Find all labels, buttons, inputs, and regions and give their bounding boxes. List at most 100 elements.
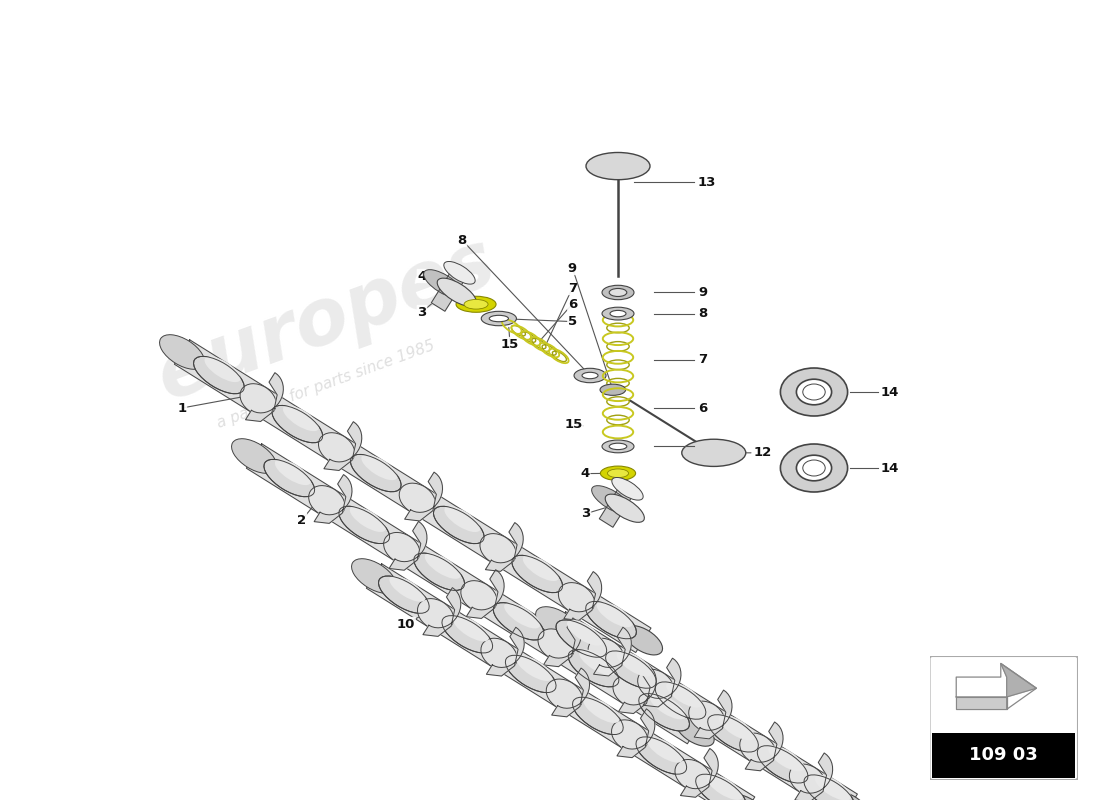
Ellipse shape xyxy=(656,682,706,719)
Ellipse shape xyxy=(588,638,624,670)
Bar xyxy=(933,733,1075,778)
Ellipse shape xyxy=(718,714,755,741)
Ellipse shape xyxy=(613,676,649,707)
Ellipse shape xyxy=(536,606,581,642)
Ellipse shape xyxy=(352,558,396,594)
Ellipse shape xyxy=(566,620,603,646)
Ellipse shape xyxy=(790,764,825,796)
Ellipse shape xyxy=(830,792,869,800)
Ellipse shape xyxy=(796,379,832,405)
Ellipse shape xyxy=(650,694,686,719)
Ellipse shape xyxy=(160,334,205,370)
Ellipse shape xyxy=(667,682,702,708)
Ellipse shape xyxy=(414,553,464,590)
Ellipse shape xyxy=(569,650,619,687)
Ellipse shape xyxy=(602,307,634,320)
Ellipse shape xyxy=(585,602,637,638)
Text: 14: 14 xyxy=(880,462,899,474)
Ellipse shape xyxy=(579,650,615,675)
Ellipse shape xyxy=(740,733,776,765)
Polygon shape xyxy=(617,709,654,758)
Text: 6: 6 xyxy=(698,402,707,414)
Ellipse shape xyxy=(815,774,851,800)
Ellipse shape xyxy=(283,406,319,431)
Text: 3: 3 xyxy=(417,306,427,318)
Text: 4: 4 xyxy=(417,270,427,282)
Ellipse shape xyxy=(547,679,582,710)
Ellipse shape xyxy=(361,454,397,480)
Ellipse shape xyxy=(512,555,562,593)
Polygon shape xyxy=(594,627,631,676)
Ellipse shape xyxy=(205,356,241,382)
Ellipse shape xyxy=(612,720,648,751)
Polygon shape xyxy=(245,373,284,422)
Polygon shape xyxy=(246,444,703,744)
Ellipse shape xyxy=(574,368,606,382)
Ellipse shape xyxy=(804,775,855,800)
Ellipse shape xyxy=(339,506,389,543)
Text: 7: 7 xyxy=(568,282,578,294)
Ellipse shape xyxy=(538,629,574,661)
Polygon shape xyxy=(745,722,783,770)
Ellipse shape xyxy=(601,466,636,481)
Ellipse shape xyxy=(607,469,628,478)
Text: europes: europes xyxy=(146,224,506,416)
Ellipse shape xyxy=(272,406,322,442)
Polygon shape xyxy=(315,474,352,523)
Polygon shape xyxy=(366,564,755,800)
Ellipse shape xyxy=(706,774,743,800)
Polygon shape xyxy=(485,522,524,571)
Ellipse shape xyxy=(609,289,627,297)
Ellipse shape xyxy=(456,296,496,312)
Ellipse shape xyxy=(351,454,402,492)
Ellipse shape xyxy=(493,602,543,640)
Text: 7: 7 xyxy=(698,354,707,366)
Polygon shape xyxy=(550,612,857,800)
Ellipse shape xyxy=(461,581,497,612)
Ellipse shape xyxy=(638,670,674,701)
Ellipse shape xyxy=(728,794,767,800)
Ellipse shape xyxy=(464,299,488,309)
Text: 11: 11 xyxy=(637,634,656,646)
Ellipse shape xyxy=(583,697,619,723)
Ellipse shape xyxy=(610,310,626,317)
Polygon shape xyxy=(552,668,590,717)
Text: 3: 3 xyxy=(582,507,591,520)
Ellipse shape xyxy=(490,315,508,322)
Ellipse shape xyxy=(442,616,493,653)
Text: 5: 5 xyxy=(698,440,707,453)
Ellipse shape xyxy=(437,278,476,306)
Ellipse shape xyxy=(689,701,725,733)
Ellipse shape xyxy=(275,459,311,485)
Polygon shape xyxy=(431,265,469,311)
Ellipse shape xyxy=(796,455,832,481)
Polygon shape xyxy=(694,690,732,739)
Text: 8: 8 xyxy=(458,234,466,246)
Text: 12: 12 xyxy=(754,446,772,459)
Ellipse shape xyxy=(350,506,386,532)
Text: a passion for parts since 1985: a passion for parts since 1985 xyxy=(214,338,437,430)
Polygon shape xyxy=(795,753,833,800)
Ellipse shape xyxy=(556,620,607,658)
Polygon shape xyxy=(543,618,581,666)
Ellipse shape xyxy=(639,694,690,731)
Ellipse shape xyxy=(606,651,657,688)
Ellipse shape xyxy=(602,440,634,453)
Ellipse shape xyxy=(636,737,686,774)
Ellipse shape xyxy=(609,443,627,450)
Polygon shape xyxy=(405,472,442,521)
Ellipse shape xyxy=(232,438,276,474)
Polygon shape xyxy=(644,658,681,707)
Ellipse shape xyxy=(504,602,540,629)
Ellipse shape xyxy=(453,615,490,642)
Ellipse shape xyxy=(682,439,746,466)
Ellipse shape xyxy=(675,717,714,746)
Ellipse shape xyxy=(309,486,344,518)
Ellipse shape xyxy=(240,384,276,415)
Polygon shape xyxy=(424,588,461,636)
Ellipse shape xyxy=(481,311,516,326)
Polygon shape xyxy=(1001,663,1036,697)
FancyBboxPatch shape xyxy=(930,656,1078,780)
Polygon shape xyxy=(175,340,651,653)
Ellipse shape xyxy=(600,384,626,395)
